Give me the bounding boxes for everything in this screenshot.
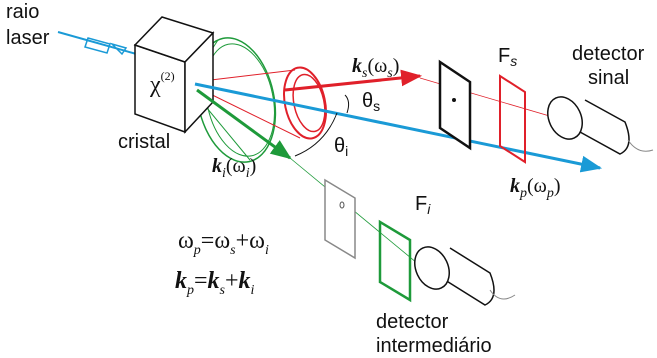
frequency-equation: ωp=ωs+ωi [178, 228, 269, 258]
subscript: p [193, 243, 201, 258]
symbol: +ω [236, 228, 265, 254]
laser-label: laser [6, 27, 50, 49]
symbol: k [208, 268, 220, 294]
laser-label: raio [6, 1, 39, 23]
signal-wavevector: ks(ωs) [352, 55, 399, 81]
idler-angle: θi [334, 135, 348, 159]
subscript: p [546, 186, 554, 201]
subscript: p [186, 283, 194, 298]
idler-wavevector: ki(ωi) [212, 155, 256, 181]
symbol: k [212, 155, 222, 177]
symbol: k [352, 55, 362, 77]
subscript: s [373, 98, 380, 114]
diagram: raio laser cristal χ(2) ks(ωs) θs θi ki(… [0, 0, 657, 358]
symbol: (ω [527, 175, 547, 197]
signal-detector-label: detector [572, 43, 645, 65]
momentum-equation: kp=ks+ki [175, 268, 255, 298]
symbol: F [498, 45, 510, 67]
symbol: k [239, 268, 251, 294]
signal-angle: θs [362, 90, 380, 114]
symbol: ) [554, 175, 561, 197]
subscript: s [510, 53, 517, 69]
symbol: =ω [201, 228, 230, 254]
superscript: (2) [161, 69, 175, 83]
subscript: p [519, 186, 527, 201]
symbol: = [194, 268, 208, 294]
symbol: (ω [367, 55, 387, 77]
pump-wavevector: kp(ωp) [510, 175, 561, 201]
symbol: χ [149, 72, 161, 98]
symbol: k [510, 175, 520, 197]
signal-filter-label: Fs [498, 45, 517, 69]
symbol: (ω [226, 155, 246, 177]
subscript: i [265, 243, 269, 258]
symbol: θ [334, 135, 345, 157]
symbol: ) [250, 155, 257, 177]
symbol: + [225, 268, 239, 294]
subscript: i [427, 201, 431, 217]
symbol: ) [393, 55, 400, 77]
symbol: F [415, 193, 427, 215]
idler-detector-label: intermediário [376, 335, 492, 357]
crystal-label: cristal [118, 131, 170, 153]
idler-detector-label: detector [376, 311, 449, 333]
symbol: k [175, 268, 187, 294]
symbol: θ [362, 90, 373, 112]
signal-detector-label: sinal [588, 67, 629, 89]
subscript: i [251, 283, 255, 298]
symbol: ω [178, 228, 194, 254]
idler-filter-label: Fi [415, 193, 431, 217]
subscript: i [345, 143, 348, 159]
